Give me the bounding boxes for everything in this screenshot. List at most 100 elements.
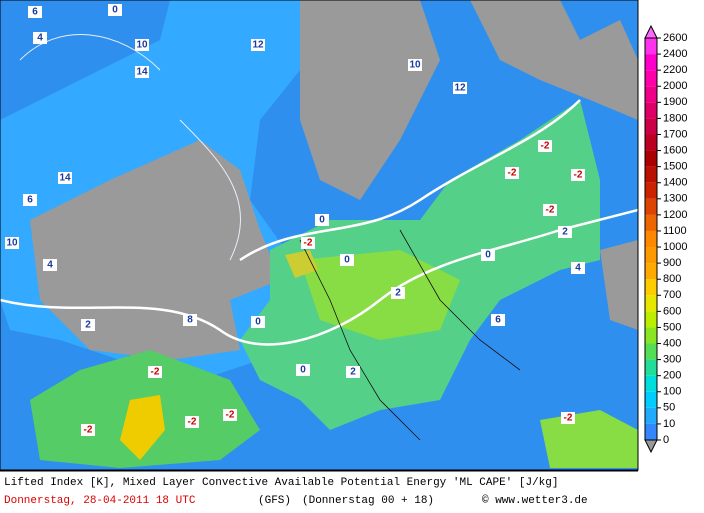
contour-label: 6 xyxy=(27,195,33,206)
contour-label: 12 xyxy=(454,83,466,94)
label-box xyxy=(135,39,149,51)
footer-title: Lifted Index [K], Mixed Layer Convective… xyxy=(4,477,559,489)
contour-label: 14 xyxy=(136,67,148,78)
footer-run: (Donnerstag 00 + 18) xyxy=(302,495,434,507)
contour xyxy=(239,99,581,262)
label-box xyxy=(43,259,57,271)
contour-label: -2 xyxy=(151,367,160,378)
colorbar-label: 500 xyxy=(663,321,681,333)
contour-label: 2 xyxy=(395,288,401,299)
colorbar-band xyxy=(645,343,657,360)
grey-land xyxy=(30,140,280,360)
label-box xyxy=(185,416,199,428)
grey-land xyxy=(470,0,638,120)
colorbar-band xyxy=(645,214,657,231)
contour-label: 6 xyxy=(495,315,501,326)
grey-land xyxy=(300,0,440,200)
contour-label: -2 xyxy=(574,170,583,181)
colorbar-band xyxy=(645,86,657,103)
label-box xyxy=(58,172,72,184)
label-box xyxy=(296,364,310,376)
contour-label: 0 xyxy=(319,215,325,226)
colorbar-band xyxy=(645,134,657,151)
coastline xyxy=(299,229,521,441)
contour-label: -2 xyxy=(546,205,555,216)
contour-label: 10 xyxy=(6,238,18,249)
contour-label: 2 xyxy=(350,367,356,378)
colorbar-band xyxy=(645,263,657,280)
label-box xyxy=(28,6,42,18)
label-box xyxy=(81,319,95,331)
colorbar-band xyxy=(645,230,657,248)
colorbar-label: 300 xyxy=(663,354,681,366)
colorbar-band xyxy=(645,118,657,135)
colorbar-label: 600 xyxy=(663,305,681,317)
label-box xyxy=(315,214,329,226)
colorbar-label: 1300 xyxy=(663,193,687,205)
colorbar-label: 1500 xyxy=(663,161,687,173)
contour-label: -2 xyxy=(226,410,235,421)
label-box xyxy=(223,409,237,421)
contour-label: 4 xyxy=(575,263,581,274)
label-box xyxy=(251,316,265,328)
label-box xyxy=(340,254,354,266)
colorbar-frame xyxy=(644,37,658,441)
colorbar-label: 2400 xyxy=(663,48,687,60)
contour-label: -2 xyxy=(84,425,93,436)
contour-label: -2 xyxy=(304,238,313,249)
label-box xyxy=(81,424,95,436)
colorbar-band xyxy=(645,407,657,424)
colorbar-band xyxy=(645,295,657,312)
colorbar-band xyxy=(645,391,657,408)
colorbar-band xyxy=(645,150,657,167)
contour-label: 4 xyxy=(37,33,43,44)
label-box xyxy=(543,204,557,216)
colorbar-band xyxy=(645,70,657,87)
colorbar-band xyxy=(645,54,657,71)
footer-credit: © www.wetter3.de xyxy=(482,495,588,507)
label-box xyxy=(571,262,585,274)
colorbar-band xyxy=(645,279,657,296)
label-box xyxy=(251,39,265,51)
contour-label: 4 xyxy=(47,260,53,271)
yellow-green-area xyxy=(300,250,460,340)
contour-label: 0 xyxy=(300,365,306,376)
colorbar-label: 1000 xyxy=(663,241,687,253)
colorbar-band xyxy=(645,247,657,264)
colorbar-label: 10 xyxy=(663,418,675,430)
colorbar-band xyxy=(645,38,657,55)
colorbar-label: 800 xyxy=(663,273,681,285)
colorbar-band xyxy=(645,102,657,119)
colorbar-label: 100 xyxy=(663,386,681,398)
contour-label: -2 xyxy=(508,168,517,179)
contour-label: 14 xyxy=(59,173,71,184)
colorbar-label: 1600 xyxy=(663,144,687,156)
contour xyxy=(0,208,639,346)
contour-label: -2 xyxy=(564,413,573,424)
contour-label: 2 xyxy=(562,227,568,238)
colorbar-label: 2600 xyxy=(663,32,687,44)
footer-model: (GFS) xyxy=(258,495,291,507)
colorbar-band xyxy=(645,423,657,440)
colorbar-band xyxy=(645,166,657,183)
colorbar-label: 1400 xyxy=(663,177,687,189)
contour-label: -2 xyxy=(188,417,197,428)
colorbar-band xyxy=(645,375,657,392)
contour-label: 0 xyxy=(344,255,350,266)
colorbar-label: 900 xyxy=(663,257,681,269)
label-box xyxy=(505,167,519,179)
colorbar-label: 2000 xyxy=(663,80,687,92)
colorbar-label: 1700 xyxy=(663,128,687,140)
colorbar-label: 1800 xyxy=(663,112,687,124)
label-box xyxy=(561,412,575,424)
label-box xyxy=(408,59,422,71)
colorbar-band xyxy=(645,182,657,199)
contour-label: 0 xyxy=(485,250,491,261)
colorbar-label: 2200 xyxy=(663,64,687,76)
contour xyxy=(19,34,241,261)
colorbar-bottom xyxy=(644,439,658,454)
label-box xyxy=(183,314,197,326)
colorbar-label: 1100 xyxy=(663,225,687,237)
colorbar-label: 0 xyxy=(663,434,669,446)
grey-land xyxy=(600,240,638,330)
